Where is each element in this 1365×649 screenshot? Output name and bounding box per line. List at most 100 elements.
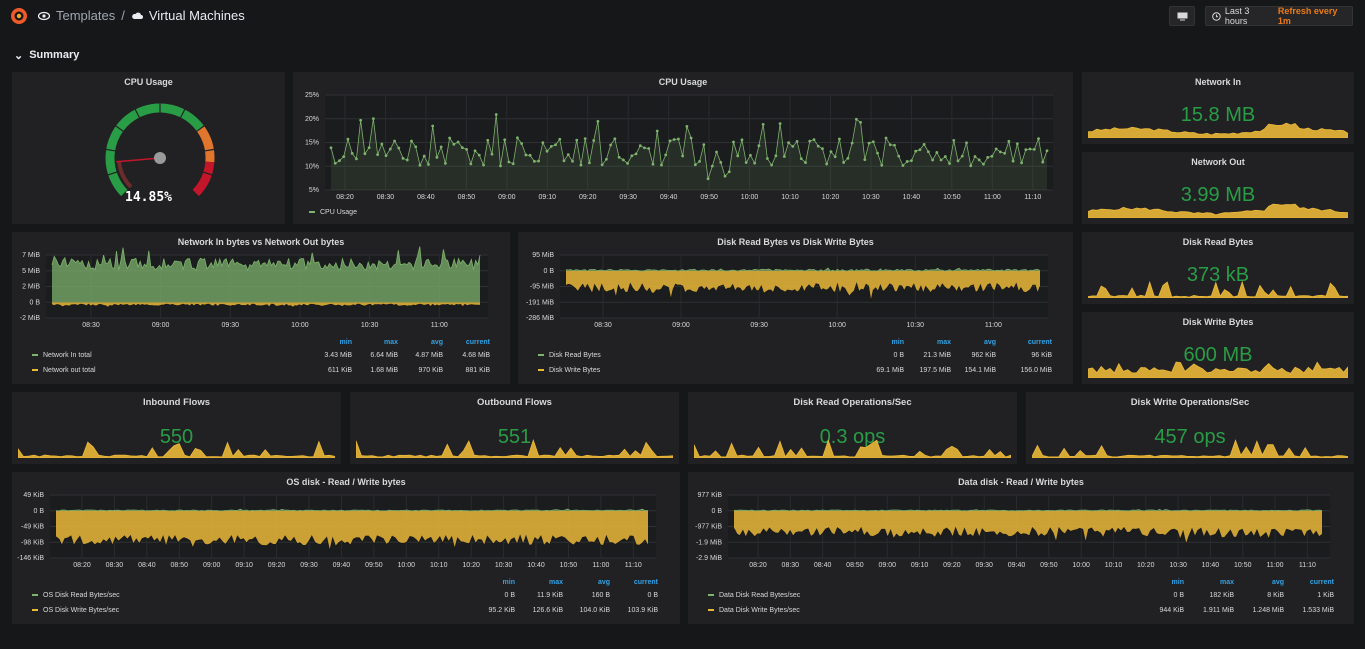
data-point xyxy=(596,119,600,123)
tv-mode-button[interactable] xyxy=(1169,6,1195,26)
legend-item[interactable]: OS Disk Read Bytes/sec xyxy=(32,592,120,599)
data-disk-graph-panel[interactable]: Data disk - Read / Write bytes 977 KiB 0 … xyxy=(688,472,1354,624)
disk-read-bytes-panel[interactable]: Disk Read Bytes 373 kB xyxy=(1082,232,1354,304)
os-disk-graph-panel[interactable]: OS disk - Read / Write bytes 49 KiB 0 B -4… xyxy=(12,472,680,624)
legend-header[interactable]: max xyxy=(1219,579,1234,586)
data-point xyxy=(914,149,918,153)
time-picker-button[interactable]: Last 3 hours Refresh every 1m xyxy=(1205,6,1353,26)
row-summary-toggle[interactable]: ⌄ Summary xyxy=(14,49,79,62)
data-point xyxy=(668,139,672,143)
legend-value: 944 KiB xyxy=(1159,607,1184,614)
cpu-gauge xyxy=(105,103,215,198)
legend-header[interactable]: min xyxy=(1171,579,1184,586)
data-point xyxy=(757,144,761,148)
legend-item[interactable]: Disk Read Bytes xyxy=(538,352,601,359)
data-point xyxy=(706,177,710,181)
legend-value: 6.64 MiB xyxy=(370,352,398,359)
legend-header[interactable]: max xyxy=(936,339,951,346)
data-point xyxy=(579,163,583,167)
data-point xyxy=(1015,142,1019,146)
panel-title: Network Out xyxy=(1191,157,1245,167)
legend-value: 11.9 KiB xyxy=(537,592,563,599)
stat-value: 3.99 MB xyxy=(1180,184,1256,206)
data-point xyxy=(439,145,443,149)
disk-graph-panel[interactable]: Disk Read Bytes vs Disk Write Bytes 95 M… xyxy=(518,232,1073,384)
data-point xyxy=(664,153,668,157)
x-tick-label: 10:50 xyxy=(943,194,961,201)
x-tick-label: 10:10 xyxy=(1105,562,1123,569)
disk-write-bytes-panel[interactable]: Disk Write Bytes 600 MB xyxy=(1082,312,1354,384)
x-tick-label: 09:40 xyxy=(660,194,678,201)
legend-item[interactable]: Network out total xyxy=(32,367,96,374)
network-in-panel[interactable]: Network In 15.8 MB xyxy=(1082,72,1354,144)
legend-item[interactable]: Network In total xyxy=(32,352,92,359)
legend-item[interactable]: Data Disk Write Bytes/sec xyxy=(708,607,800,614)
x-tick-label: 09:30 xyxy=(750,322,768,329)
data-point xyxy=(838,137,841,141)
x-tick-label: 11:00 xyxy=(592,562,609,569)
outbound-flows-panel[interactable]: Outbound Flows 551 xyxy=(350,392,679,464)
data-point xyxy=(355,157,358,161)
data-point xyxy=(486,138,490,142)
legend-header[interactable]: min xyxy=(339,339,352,346)
legend-value: 182 KiB xyxy=(1209,592,1234,599)
legend-header[interactable]: min xyxy=(891,339,904,346)
network-out-panel[interactable]: Network Out 3.99 MB xyxy=(1082,152,1354,224)
data-point xyxy=(986,156,990,159)
disk-write-ops-panel[interactable]: Disk Write Operations/Sec 457 ops xyxy=(1026,392,1354,464)
data-point xyxy=(791,144,795,148)
legend-header[interactable]: current xyxy=(633,579,658,586)
legend-header[interactable]: avg xyxy=(983,339,996,346)
data-point xyxy=(393,139,396,143)
grafana-logo-icon[interactable] xyxy=(10,7,28,25)
panel-title: Disk Write Operations/Sec xyxy=(1130,397,1250,408)
legend-value: 4.68 MiB xyxy=(462,352,490,359)
legend-header[interactable]: avg xyxy=(597,579,610,586)
legend-header[interactable]: avg xyxy=(1271,579,1284,586)
disk-read-ops-panel[interactable]: Disk Read Operations/Sec 0.3 ops xyxy=(688,392,1017,464)
series-line-write xyxy=(733,526,1323,547)
data-point xyxy=(473,149,477,153)
data-point xyxy=(859,121,862,124)
data-point xyxy=(689,136,693,140)
data-point xyxy=(723,174,727,178)
data-point xyxy=(965,141,968,145)
data-point xyxy=(405,158,409,162)
legend-item[interactable]: CPU Usage xyxy=(309,209,357,216)
x-tick-label: 10:00 xyxy=(741,194,759,201)
legend-header[interactable]: avg xyxy=(430,339,443,346)
data-point xyxy=(876,151,879,155)
legend-item[interactable]: Data Disk Read Bytes/sec xyxy=(708,592,800,599)
network-graph-panel[interactable]: Network In bytes vs Network Out bytes 7 … xyxy=(12,232,510,384)
legend-header[interactable]: current xyxy=(1309,579,1334,586)
sparkline-area xyxy=(1088,280,1348,298)
legend-item[interactable]: Disk Write Bytes xyxy=(538,367,600,374)
data-point xyxy=(842,161,846,164)
x-tick-label: 10:50 xyxy=(1234,562,1252,569)
inbound-flows-panel[interactable]: Inbound Flows 550 xyxy=(12,392,341,464)
cloud-icon xyxy=(132,12,143,19)
data-point xyxy=(1024,148,1028,151)
legend-header[interactable]: current xyxy=(465,339,490,346)
cpu-gauge-panel[interactable]: CPU Usage 14.85% xyxy=(12,72,285,224)
legend-header[interactable]: min xyxy=(502,579,515,586)
dashboard-title[interactable]: Virtual Machines xyxy=(148,8,245,23)
legend-value: 126.6 KiB xyxy=(532,607,563,614)
legend-header[interactable]: current xyxy=(1027,339,1052,346)
breadcrumb-folder-link[interactable]: Templates xyxy=(56,8,116,23)
x-tick-label: 09:00 xyxy=(672,322,690,329)
sparkline xyxy=(1088,361,1348,378)
data-point xyxy=(693,163,697,167)
legend-header[interactable]: max xyxy=(548,579,563,586)
data-point xyxy=(672,138,676,141)
legend-label: Data Disk Write Bytes/sec xyxy=(719,607,800,614)
cpu-graph-panel[interactable]: CPU Usage 25% 20% 15% 10% 5% 08:20 08:30 08:40 0… xyxy=(293,72,1073,224)
legend-swatch xyxy=(32,354,38,357)
data-point xyxy=(1003,151,1007,155)
data-point xyxy=(863,158,867,162)
y-tick-label: 49 KiB xyxy=(23,492,44,499)
data-point xyxy=(931,158,935,162)
legend-header[interactable]: max xyxy=(383,339,398,346)
legend-item[interactable]: OS Disk Write Bytes/sec xyxy=(32,607,119,614)
sparkline-area xyxy=(18,440,335,458)
